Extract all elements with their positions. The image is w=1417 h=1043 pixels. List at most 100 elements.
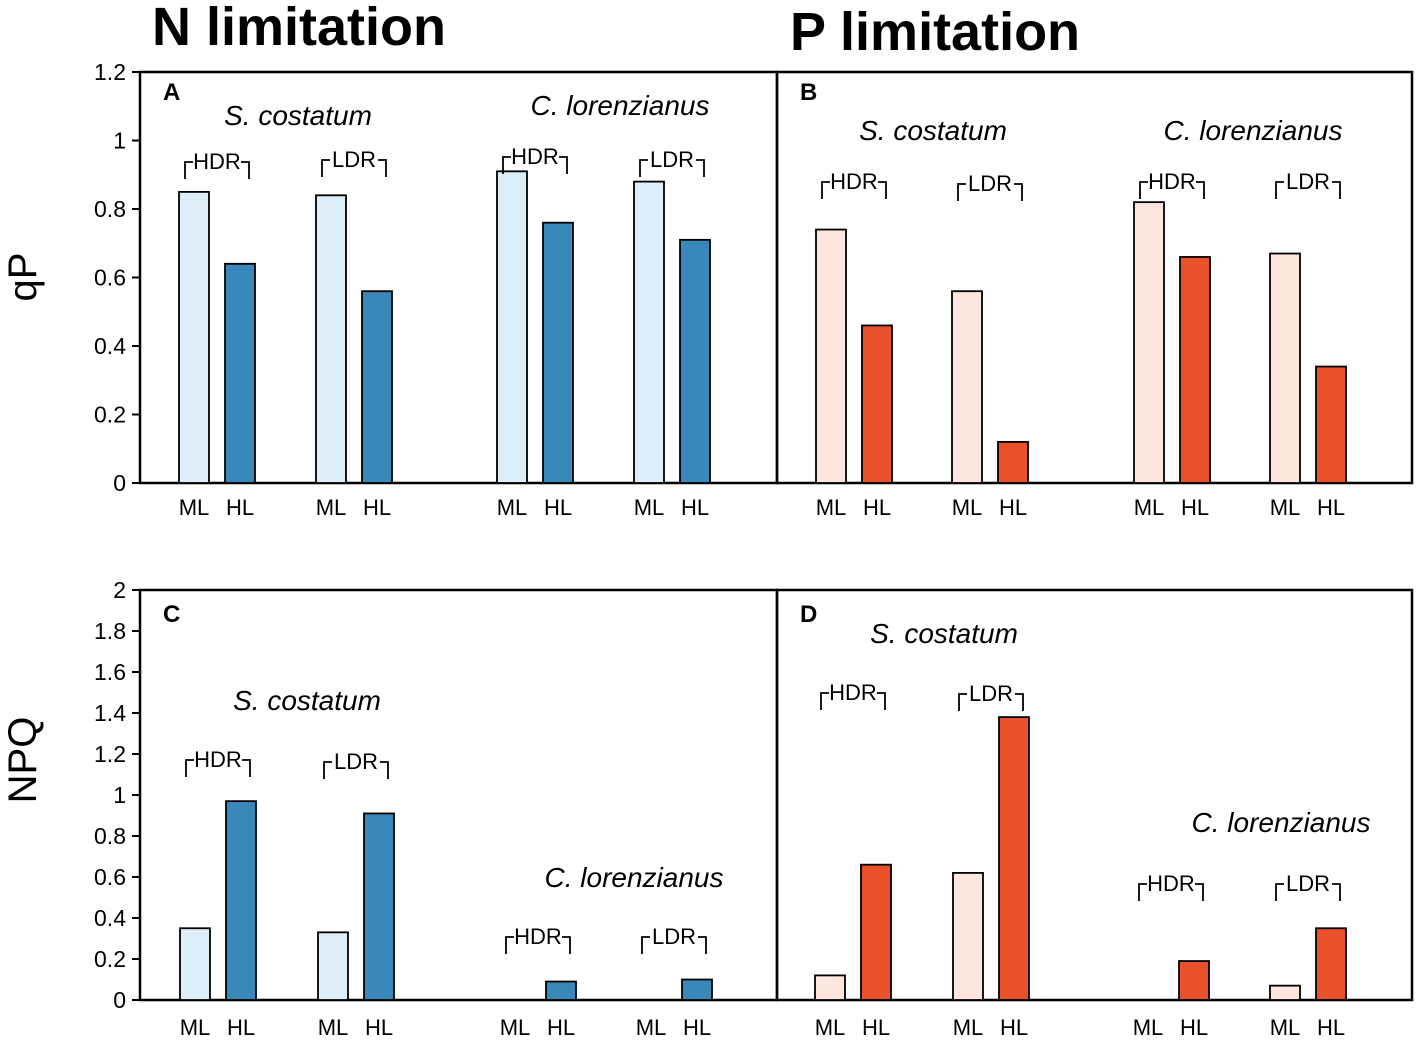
x-category-label: ML (1270, 495, 1301, 520)
group-bracket (505, 936, 571, 954)
x-category-label: HL (363, 495, 391, 520)
bar-ml (178, 190, 210, 484)
y-tick-label: 0.2 (94, 402, 126, 428)
group-bracket (502, 156, 568, 174)
panel-letter: C (163, 601, 180, 628)
panel-a: A 0 0.2 0.4 0.6 0.8 1 1.2 qP S. costatum ML HL HDR ML… (1, 59, 779, 520)
y-tick-label: 1.4 (94, 700, 126, 726)
bar-hl (1315, 927, 1347, 1001)
bar-hl (861, 324, 893, 484)
species-label: S. costatum (233, 685, 381, 716)
y-tick-label: 0.6 (94, 864, 126, 890)
y-tick-label: 0.4 (94, 333, 126, 359)
group-label: HDR (1148, 169, 1196, 194)
bar-hl (860, 863, 892, 1001)
bar-hl (681, 978, 713, 1001)
x-category-label: ML (1270, 1015, 1301, 1040)
y-tick-label: 0.8 (94, 823, 126, 849)
group-bracket (184, 161, 250, 179)
bar-ml (496, 170, 528, 484)
group-bracket (958, 693, 1024, 711)
y-tick-label: 0.2 (94, 946, 126, 972)
group-label: LDR (334, 749, 378, 774)
x-category-label: ML (953, 1015, 984, 1040)
y-tick-label: 1.8 (94, 618, 126, 644)
y-axis-label: qP (1, 253, 45, 302)
group-bracket (185, 759, 251, 777)
p-limitation-title: P limitation (790, 2, 1080, 62)
y-tick-label: 0 (113, 987, 126, 1013)
x-category-label: HL (999, 495, 1027, 520)
bar-ml (1269, 984, 1301, 1001)
panel-letter: D (800, 601, 817, 628)
species-label: S. costatum (224, 100, 372, 131)
group-bracket (1275, 181, 1341, 199)
y-tick-label: 1.6 (94, 659, 126, 685)
bar-hl (542, 221, 574, 484)
x-category-label: HL (1181, 495, 1209, 520)
x-category-label: ML (1133, 1015, 1164, 1040)
y-tick-label: 0.4 (94, 905, 126, 931)
species-label: C. lorenzianus (1164, 115, 1343, 146)
x-category-label: ML (816, 495, 847, 520)
bar-hl (997, 440, 1029, 484)
group-label: LDR (968, 171, 1012, 196)
x-category-label: HL (365, 1015, 393, 1040)
y-tick-label: 0.6 (94, 265, 126, 291)
x-category-label: ML (952, 495, 983, 520)
bar-ml (1133, 201, 1165, 484)
bar-hl (679, 238, 711, 484)
group-label: HDR (511, 144, 559, 169)
x-category-label: HL (544, 495, 572, 520)
x-category-label: HL (226, 495, 254, 520)
x-category-label: ML (815, 1015, 846, 1040)
bar-hl (545, 980, 577, 1001)
bar-ml (315, 194, 347, 484)
panel-c: C 0 0.2 0.4 0.6 0.8 1 1.2 1.4 1.6 1.8 2 NPQ S. costat… (1, 577, 779, 1040)
bar-hl (1179, 256, 1211, 484)
bar-hl (363, 812, 395, 1001)
x-category-label: ML (1134, 495, 1165, 520)
panel-frame (775, 70, 1414, 485)
x-category-label: ML (500, 1015, 531, 1040)
bar-ml (814, 974, 846, 1001)
panel-d: D S. costatum ML HL HDR ML HL LDR C. lorenzianus… (775, 588, 1414, 1040)
panel-b: B S. costatum ML HL HDR ML HL LDR C. lorenzianus… (775, 70, 1414, 520)
bar-ml (1269, 252, 1301, 484)
species-label: C. lorenzianus (531, 90, 710, 121)
y-tick-label: 1.2 (94, 59, 126, 85)
group-bracket (957, 183, 1023, 201)
x-category-label: ML (318, 1015, 349, 1040)
y-tick-label: 1.2 (94, 741, 126, 767)
bar-hl (1178, 960, 1210, 1001)
x-category-label: HL (1180, 1015, 1208, 1040)
panels: A 0 0.2 0.4 0.6 0.8 1 1.2 qP S. costatum ML HL HDR ML… (1, 59, 1414, 1040)
group-label: HDR (514, 924, 562, 949)
group-bracket (1139, 181, 1205, 199)
x-category-label: HL (547, 1015, 575, 1040)
panel-letter: A (163, 79, 180, 106)
x-category-label: ML (497, 495, 528, 520)
bar-hl (1315, 365, 1347, 484)
bar-hl (361, 290, 393, 484)
y-tick-label: 0.8 (94, 196, 126, 222)
y-tick-label: 1 (113, 128, 126, 154)
group-bracket (1275, 883, 1341, 901)
y-axis-label: NPQ (1, 717, 45, 804)
bar-ml (952, 872, 984, 1001)
x-category-label: ML (179, 495, 210, 520)
x-category-label: HL (683, 1015, 711, 1040)
bar-hl (998, 716, 1030, 1001)
bar-ml (951, 290, 983, 484)
group-label: HDR (829, 680, 877, 705)
bar-ml (317, 931, 349, 1001)
x-category-label: ML (636, 1015, 667, 1040)
group-label: LDR (650, 147, 694, 172)
x-category-label: HL (1317, 495, 1345, 520)
species-label: S. costatum (870, 618, 1018, 649)
group-bracket (321, 159, 387, 177)
group-bracket (821, 181, 887, 199)
x-category-label: ML (180, 1015, 211, 1040)
group-label: LDR (969, 681, 1013, 706)
